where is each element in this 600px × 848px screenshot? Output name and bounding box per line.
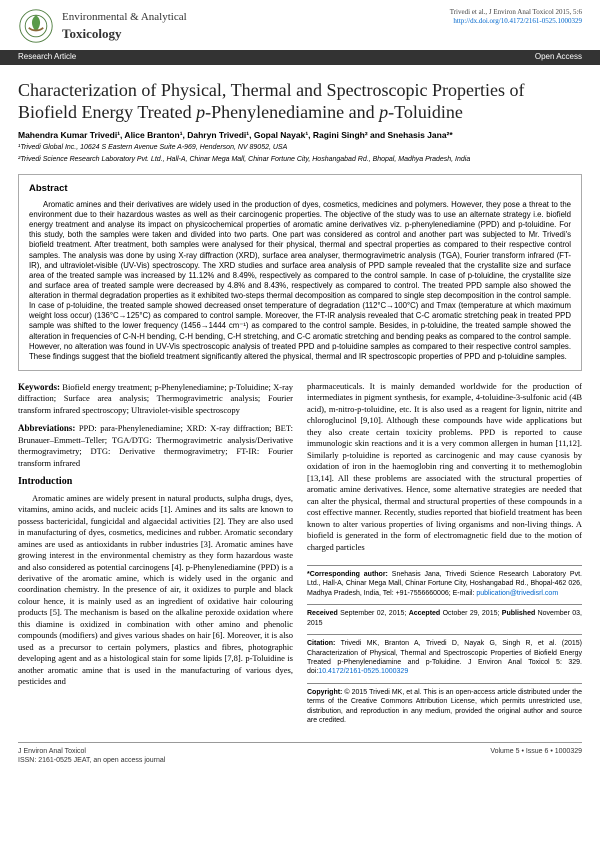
keywords: Keywords: Biofield energy treatment; p-P… [18, 381, 293, 416]
page-footer: J Environ Anal Toxicol ISSN: 2161-0525 J… [18, 742, 582, 766]
doi-link[interactable]: http://dx.doi.org/10.4172/2161-0525.1000… [453, 17, 582, 25]
right-column: pharmaceuticals. It is mainly demanded w… [307, 381, 582, 726]
header-right: Trivedi et al., J Environ Anal Toxicol 2… [450, 8, 582, 27]
article-type: Research Article [18, 52, 76, 63]
dates-box: Received September 02, 2015; Accepted Oc… [307, 604, 582, 628]
abstract-heading: Abstract [29, 183, 571, 196]
introduction-text: Aromatic amines are widely present in na… [18, 493, 293, 688]
col2-continuation: pharmaceuticals. It is mainly demanded w… [307, 381, 582, 553]
abbreviations: Abbreviations: PPD: para-Phenylenediamin… [18, 422, 293, 469]
journal-name: Environmental & Analytical Toxicology [62, 10, 187, 42]
footer-left: J Environ Anal Toxicol ISSN: 2161-0525 J… [18, 747, 165, 766]
open-access-label: Open Access [535, 52, 582, 63]
citation-box: Citation: Trivedi MK, Branton A, Trivedi… [307, 634, 582, 677]
corr-email-link[interactable]: publication@trivedisrl.com [476, 590, 558, 597]
citation-doi-link[interactable]: 10.4172/2161-0525.1000329 [318, 668, 408, 675]
corresponding-author-box: *Corresponding author: Snehasis Jana, Tr… [307, 565, 582, 598]
citation-short: Trivedi et al., J Environ Anal Toxicol 2… [450, 8, 582, 17]
affiliation-1: ¹Trivedi Global Inc., 10624 S Eastern Av… [18, 143, 582, 152]
author-list: Mahendra Kumar Trivedi¹, Alice Branton¹,… [18, 130, 582, 141]
abstract-text: Aromatic amines and their derivatives ar… [29, 200, 571, 362]
journal-logo-icon [18, 8, 54, 44]
left-column: Keywords: Biofield energy treatment; p-P… [18, 381, 293, 726]
abstract-box: Abstract Aromatic amines and their deriv… [18, 174, 582, 371]
affiliation-2: ²Trivedi Science Research Laboratory Pvt… [18, 155, 582, 164]
journal-line2: Toxicology [62, 25, 187, 43]
two-column-body: Keywords: Biofield energy treatment; p-P… [18, 381, 582, 726]
page-header: Environmental & Analytical Toxicology Tr… [0, 0, 600, 44]
copyright-box: Copyright: © 2015 Trivedi MK, et al. Thi… [307, 683, 582, 726]
header-left: Environmental & Analytical Toxicology [18, 8, 187, 44]
journal-line1: Environmental & Analytical [62, 10, 187, 25]
introduction-heading: Introduction [18, 475, 293, 489]
main-content: Characterization of Physical, Thermal an… [0, 65, 600, 734]
footer-right: Volume 5 • Issue 6 • 1000329 [490, 747, 582, 766]
article-type-bar: Research Article Open Access [0, 50, 600, 65]
article-title: Characterization of Physical, Thermal an… [18, 79, 582, 124]
